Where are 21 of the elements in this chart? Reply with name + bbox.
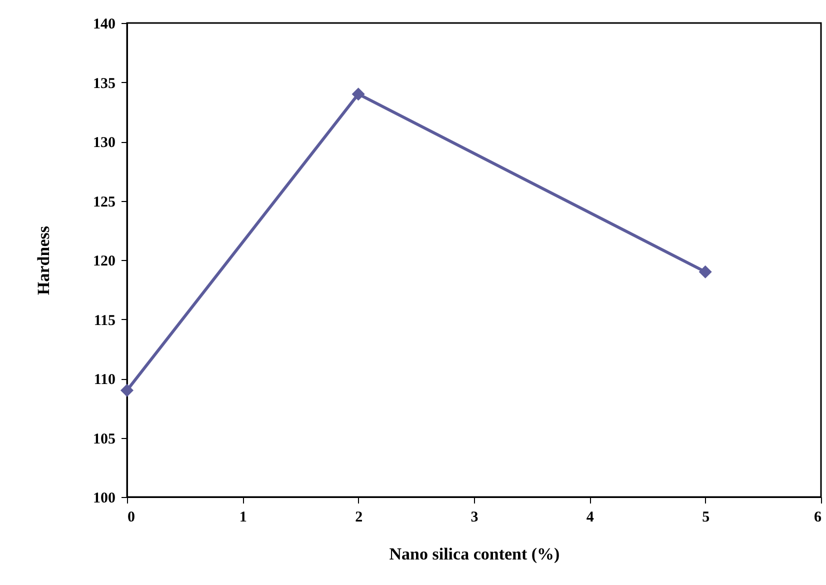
y-axis-title: Hardness	[34, 226, 53, 295]
x-tick-label: 4	[586, 510, 594, 526]
point	[352, 88, 365, 101]
x-tick-label: 5	[702, 510, 710, 526]
x-tick-label: 6	[814, 510, 822, 526]
y-tick-label: 100	[93, 490, 116, 506]
y-tick-label: 115	[94, 312, 116, 329]
x-tick-label: 0	[128, 510, 135, 526]
y-tick-label: 110	[94, 372, 116, 388]
y-tick-label: 130	[93, 135, 116, 151]
x-tick-label: 2	[355, 510, 363, 526]
y-tick-label: 125	[93, 194, 116, 210]
x-axis-title: Nano silica content (%)	[389, 544, 560, 564]
x-tick-label: 1	[239, 510, 247, 526]
x-tick-label: 3	[470, 510, 478, 526]
y-tick-label: 140	[93, 16, 116, 32]
y-tick-label: 120	[93, 254, 116, 270]
y-tick-label: 105	[93, 431, 116, 448]
y-tick-label: 135	[93, 76, 116, 92]
point	[120, 384, 134, 397]
point	[698, 265, 712, 278]
